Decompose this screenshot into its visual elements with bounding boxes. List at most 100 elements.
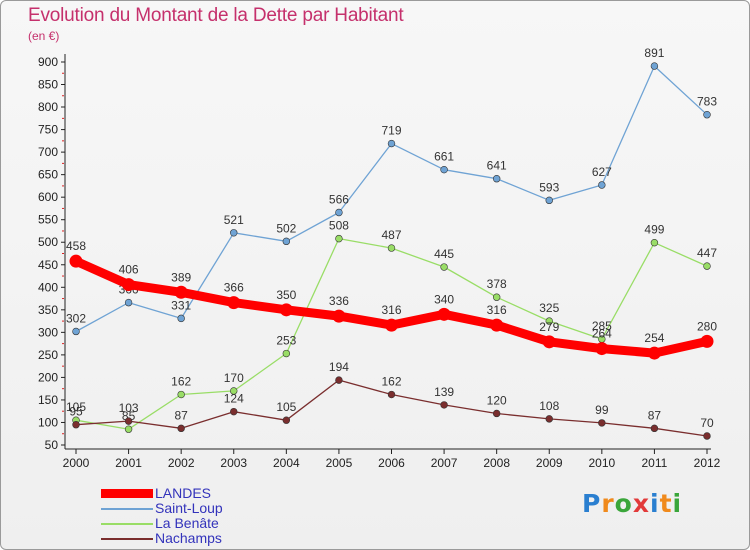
x-tick-label: 2012: [694, 456, 721, 470]
data-point-la-benate: [124, 425, 133, 433]
data-label-saint-loup: 641: [487, 159, 507, 173]
data-point-nachamps: [598, 419, 606, 427]
data-label-saint-loup: 783: [697, 95, 717, 109]
y-tick-label: 750: [38, 123, 58, 137]
data-label-saint-loup: 719: [381, 124, 401, 138]
data-label-landes: 280: [697, 319, 717, 333]
data-point-landes: [332, 309, 346, 323]
y-tick-label: 400: [38, 280, 58, 294]
data-point-landes: [122, 278, 136, 292]
legend-swatch-landes: [101, 489, 153, 498]
series-landes: 458 406 389 366 350 336 316 340 316 279 264 254 280: [66, 239, 717, 360]
data-label-la-benate: 285: [592, 319, 612, 333]
data-point-saint-loup: [282, 237, 291, 246]
y-tick-label: 850: [38, 78, 58, 92]
proxiti-logo: Proxiti: [582, 489, 683, 518]
y-tick-label: 50: [45, 438, 59, 452]
data-point-saint-loup: [177, 314, 185, 323]
data-point-saint-loup: [124, 298, 133, 307]
x-tick-label: 2003: [220, 456, 247, 470]
data-label-landes: 254: [644, 331, 664, 345]
data-point-landes: [595, 342, 609, 356]
data-label-nachamps: 124: [224, 392, 244, 406]
legend-label-la-benate: La Benâte: [155, 515, 219, 531]
data-point-nachamps: [230, 407, 238, 416]
y-tick-label: 200: [38, 370, 58, 384]
legend-label-nachamps: Nachamps: [155, 530, 222, 546]
data-label-saint-loup: 891: [644, 46, 664, 60]
data-label-landes: 264: [592, 327, 612, 341]
data-label-landes: 279: [539, 320, 559, 334]
data-point-nachamps: [72, 421, 80, 429]
data-label-nachamps: 99: [595, 403, 609, 417]
data-point-landes: [647, 346, 661, 360]
legend-swatch-nachamps: [101, 537, 153, 540]
y-tick-label: 300: [38, 325, 58, 339]
data-point-saint-loup: [703, 111, 711, 119]
data-point-saint-loup: [492, 175, 501, 183]
data-label-la-benate: 499: [644, 223, 664, 237]
data-point-landes: [437, 307, 451, 321]
y-tick-label: 150: [38, 393, 58, 407]
y-tick-label: 650: [38, 168, 58, 182]
data-label-nachamps: 70: [700, 416, 714, 430]
legend-swatch-saint-loup: [101, 507, 153, 510]
x-tick-label: 2011: [642, 456, 668, 470]
x-tick-label: 2006: [378, 456, 405, 470]
data-point-landes: [385, 318, 398, 332]
data-label-landes: 458: [66, 239, 86, 253]
chart-title: Evolution du Montant de la Dette par Hab…: [28, 5, 404, 26]
data-point-nachamps: [177, 424, 185, 433]
x-tick-label: 2000: [63, 456, 90, 470]
x-tick-label: 2010: [588, 456, 615, 470]
data-point-nachamps: [440, 401, 448, 409]
data-point-saint-loup: [387, 139, 396, 148]
data-label-la-benate: 253: [276, 334, 296, 348]
data-point-nachamps: [282, 416, 291, 424]
data-label-la-benate: 508: [329, 219, 349, 233]
data-point-landes: [69, 254, 83, 268]
data-label-landes: 316: [381, 303, 401, 317]
data-label-nachamps: 87: [174, 408, 188, 422]
data-label-nachamps: 105: [276, 400, 296, 414]
y-tick-label: 250: [38, 348, 58, 362]
data-point-nachamps: [124, 417, 133, 425]
y-tick-label: 350: [38, 303, 58, 317]
data-label-saint-loup: 521: [224, 213, 244, 227]
data-point-la-benate: [230, 387, 238, 395]
data-point-la-benate: [703, 262, 711, 270]
data-point-la-benate: [387, 244, 396, 252]
data-point-la-benate: [440, 263, 448, 271]
data-label-saint-loup: 593: [539, 180, 559, 194]
data-label-la-benate: 447: [697, 246, 717, 260]
data-label-la-benate: 162: [171, 375, 191, 389]
data-point-nachamps: [650, 424, 659, 433]
data-label-nachamps: 87: [648, 408, 662, 422]
data-point-landes: [700, 334, 714, 348]
legend-label-landes: LANDES: [155, 485, 212, 501]
data-label-landes: 366: [224, 281, 244, 295]
data-point-nachamps: [335, 376, 343, 384]
legend-label-saint-loup: Saint-Loup: [155, 500, 223, 516]
data-label-la-benate: 445: [434, 247, 454, 261]
x-tick-label: 2007: [431, 456, 458, 470]
data-label-saint-loup: 331: [171, 298, 191, 312]
data-point-nachamps: [492, 409, 501, 418]
data-point-saint-loup: [335, 208, 343, 217]
data-point-nachamps: [387, 390, 396, 399]
data-label-nachamps: 162: [381, 375, 401, 389]
data-label-la-benate: 170: [224, 371, 244, 385]
data-label-nachamps: 120: [487, 393, 507, 407]
y-tick-label: 500: [38, 235, 58, 249]
x-tick-label: 2008: [483, 456, 510, 470]
x-tick-label: 2002: [168, 456, 195, 470]
data-label-saint-loup: 566: [329, 192, 349, 206]
data-point-la-benate: [282, 349, 291, 358]
y-tick-label: 900: [38, 55, 58, 69]
data-label-landes: 350: [276, 288, 296, 302]
data-point-landes: [490, 318, 504, 332]
data-label-landes: 336: [329, 294, 349, 308]
data-point-la-benate: [177, 390, 185, 399]
data-label-landes: 340: [434, 292, 454, 306]
